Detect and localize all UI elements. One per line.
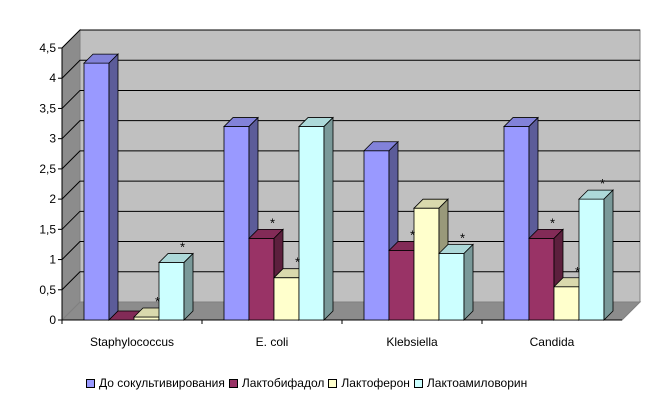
y-tick-label: 2,5: [39, 162, 56, 176]
legend-item-series-2: Лактоферон: [328, 376, 410, 390]
bar-chart: 0 0,5 1 1,5 2 2,5 3 3,5 4 4,5 * * * * * * * * * Staphyloc…: [39, 28, 642, 349]
bar: [298, 116, 334, 321]
bar: [438, 243, 474, 321]
legend-item-series-3: Лактоамиловорин: [413, 376, 528, 390]
bar: [363, 140, 399, 321]
significance-mark: *: [155, 294, 160, 309]
y-tick-label: 4,5: [39, 41, 56, 55]
significance-mark: *: [410, 227, 415, 242]
gridline: [61, 150, 640, 170]
bar-side: [108, 53, 119, 321]
legend-label-series-1: Лактобифадол: [241, 376, 325, 390]
bar-front: [503, 126, 530, 321]
bar-front: [83, 62, 110, 321]
significance-mark: *: [295, 255, 300, 270]
y-tick-label: 2: [49, 192, 56, 206]
gridline: [61, 120, 640, 140]
bar: [83, 53, 119, 321]
y-tick-label: 0,5: [39, 283, 56, 297]
y-tick-label: 1: [49, 253, 56, 267]
legend-swatch-series-1: [228, 378, 238, 388]
legend-swatch-series-0: [86, 378, 95, 388]
legend-label-series-0: До сокультивирования: [99, 376, 225, 390]
side-wall: [61, 28, 81, 322]
bar-front: [388, 250, 415, 321]
x-category-label: Klebsiella: [386, 335, 438, 349]
x-axis-categories: Staphylococcus E. coli Klebsiella Candida: [61, 320, 575, 349]
bar-front: [298, 126, 325, 321]
legend-swatch-series-2: [328, 378, 338, 388]
significance-mark: *: [270, 215, 275, 230]
y-tick-label: 3: [49, 132, 56, 146]
gridline: [61, 241, 640, 260]
gridline: [61, 89, 640, 109]
x-category-label: Candida: [530, 335, 575, 349]
bar-front: [363, 150, 390, 321]
bar-front: [553, 286, 580, 321]
bar-side: [323, 116, 334, 321]
gridline: [61, 29, 640, 49]
significance-mark: *: [550, 215, 555, 230]
significance-marks: * * * * * * * * *: [155, 176, 605, 309]
y-gridlines: [61, 29, 640, 291]
bar: [158, 252, 194, 321]
bar-front: [248, 237, 275, 321]
legend-label-series-2: Лактоферон: [341, 376, 410, 390]
y-tick-label: 1,5: [39, 222, 56, 236]
legend-label-series-3: Лактоамиловорин: [426, 376, 528, 390]
bar-front: [223, 126, 250, 321]
bar-front: [158, 262, 185, 321]
x-category-label: Staphylococcus: [90, 335, 174, 349]
significance-mark: *: [180, 240, 185, 255]
legend: До сокультивирования Лактобифадол Лактоф…: [86, 376, 531, 390]
y-axis-ticks: 0 0,5 1 1,5 2 2,5 3 3,5 4 4,5: [39, 41, 62, 327]
significance-mark: *: [600, 176, 605, 191]
gridline: [61, 59, 640, 79]
significance-mark: *: [575, 264, 580, 279]
legend-item-series-1: Лактобифадол: [228, 376, 325, 390]
bars: [83, 53, 614, 321]
bar-front: [133, 316, 160, 321]
bar-side: [463, 243, 474, 321]
x-category-label: E. coli: [256, 335, 289, 349]
bar-front: [438, 253, 465, 321]
bar-front: [273, 277, 300, 321]
bar-side: [183, 252, 194, 321]
bar-front: [578, 198, 605, 321]
significance-mark: *: [460, 231, 465, 246]
bar-front: [528, 237, 555, 321]
y-tick-label: 0: [49, 313, 56, 327]
bar: [248, 228, 284, 321]
legend-item-series-0: До сокультивирования: [86, 376, 225, 390]
legend-swatch-series-3: [413, 378, 423, 388]
y-tick-label: 3,5: [39, 101, 56, 115]
bar-front: [413, 207, 440, 321]
bar: [223, 116, 259, 321]
bar-side: [603, 189, 614, 321]
gridline: [61, 210, 640, 230]
y-tick-label: 4: [49, 71, 56, 85]
bar: [578, 189, 614, 321]
gridline: [61, 180, 640, 200]
